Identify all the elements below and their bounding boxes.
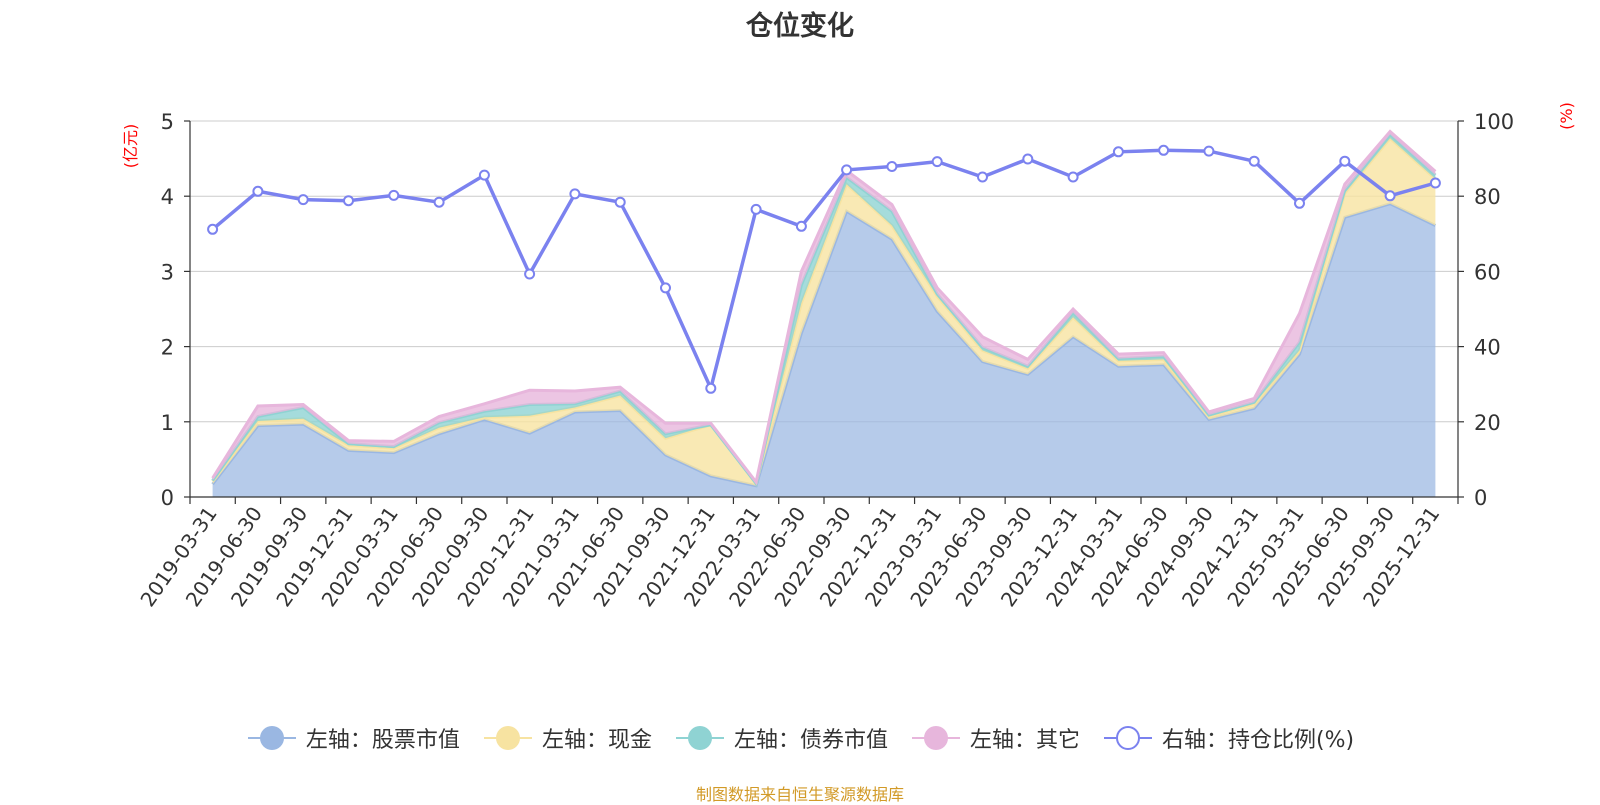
right-tick-label: 100: [1474, 110, 1514, 134]
ratio-line: [211, 148, 1436, 394]
area-stock: [212, 203, 1436, 497]
ratio-point: [1022, 153, 1034, 165]
legend: 左轴：股票市值 左轴：现金 左轴：债券市值 左轴：其它 右轴：持仓比例(%): [0, 722, 1600, 754]
ratio-point: [886, 161, 898, 172]
ratio-point: [841, 164, 853, 176]
right-tick-label: 40: [1474, 336, 1501, 360]
legend-marker-icon: [1103, 726, 1152, 750]
left-tick-label: 0: [161, 486, 174, 510]
ratio-point: [433, 196, 445, 208]
ratio-point: [524, 268, 536, 280]
left-tick-label: 4: [161, 185, 174, 209]
ratio-point: [705, 382, 717, 394]
legend-item-ratio[interactable]: 右轴：持仓比例(%): [1102, 722, 1354, 754]
ratio-point: [1339, 155, 1351, 167]
ratio-line-layer: [207, 144, 1441, 394]
ratio-point: [1158, 144, 1170, 156]
legend-marker-icon: [675, 726, 724, 750]
legend-item-other[interactable]: 左轴：其它: [910, 722, 1080, 754]
stacked-areas: [211, 129, 1437, 497]
ratio-point: [750, 203, 762, 215]
ratio-point: [569, 188, 581, 200]
source-note: 制图数据来自恒生聚源数据库: [695, 785, 904, 804]
right-tick-label: 60: [1474, 260, 1501, 284]
legend-marker-icon: [483, 726, 532, 750]
left-tick-label: 2: [161, 336, 174, 360]
ratio-point: [1203, 145, 1215, 157]
chart-title: 仓位变化: [746, 11, 854, 42]
legend-label: 左轴：其它: [969, 728, 1080, 753]
ratio-point: [931, 156, 943, 168]
ratio-point: [343, 195, 354, 207]
right-tick-label: 0: [1474, 486, 1487, 510]
legend-label: 左轴：股票市值: [305, 728, 460, 753]
ratio-point: [1067, 171, 1079, 183]
right-tick-label: 80: [1474, 185, 1501, 209]
left-tick-label: 5: [161, 110, 174, 134]
ratio-point: [1384, 190, 1396, 202]
ratio-point: [388, 189, 400, 201]
ratio-point: [795, 220, 807, 232]
ratio-point: [297, 194, 309, 206]
chart-area: 0123450204060801002019-03-312019-06-3020…: [121, 102, 1576, 611]
legend-label: 左轴：现金: [541, 728, 652, 753]
ratio-point: [207, 223, 219, 235]
legend-marker-icon: [247, 726, 296, 750]
ratio-point: [252, 185, 264, 197]
right-tick-label: 20: [1474, 411, 1501, 435]
area-other: [212, 131, 1436, 484]
legend-label: 右轴：持仓比例(%): [1161, 728, 1355, 753]
left-axis-unit-label: (亿元): [121, 124, 140, 169]
ratio-point: [478, 169, 490, 181]
ratio-point: [977, 171, 988, 183]
area-edge-other: [211, 129, 1437, 486]
ratio-point: [614, 196, 626, 208]
legend-label: 左轴：债券市值: [733, 728, 888, 753]
left-tick-label: 1: [161, 411, 174, 435]
ratio-point: [1429, 177, 1441, 189]
legend-item-bond[interactable]: 左轴：债券市值: [674, 722, 888, 754]
ratio-point: [1294, 197, 1305, 209]
legend-marker-icon: [911, 726, 960, 750]
legend-item-stock[interactable]: 左轴：股票市值: [246, 722, 460, 754]
left-tick-label: 3: [161, 260, 174, 284]
ratio-point: [1112, 146, 1124, 158]
legend-item-cash[interactable]: 左轴：现金: [482, 722, 652, 754]
right-axis-unit-label: (%): [1557, 102, 1576, 130]
ratio-point: [1248, 155, 1260, 167]
ratio-point: [660, 282, 671, 294]
